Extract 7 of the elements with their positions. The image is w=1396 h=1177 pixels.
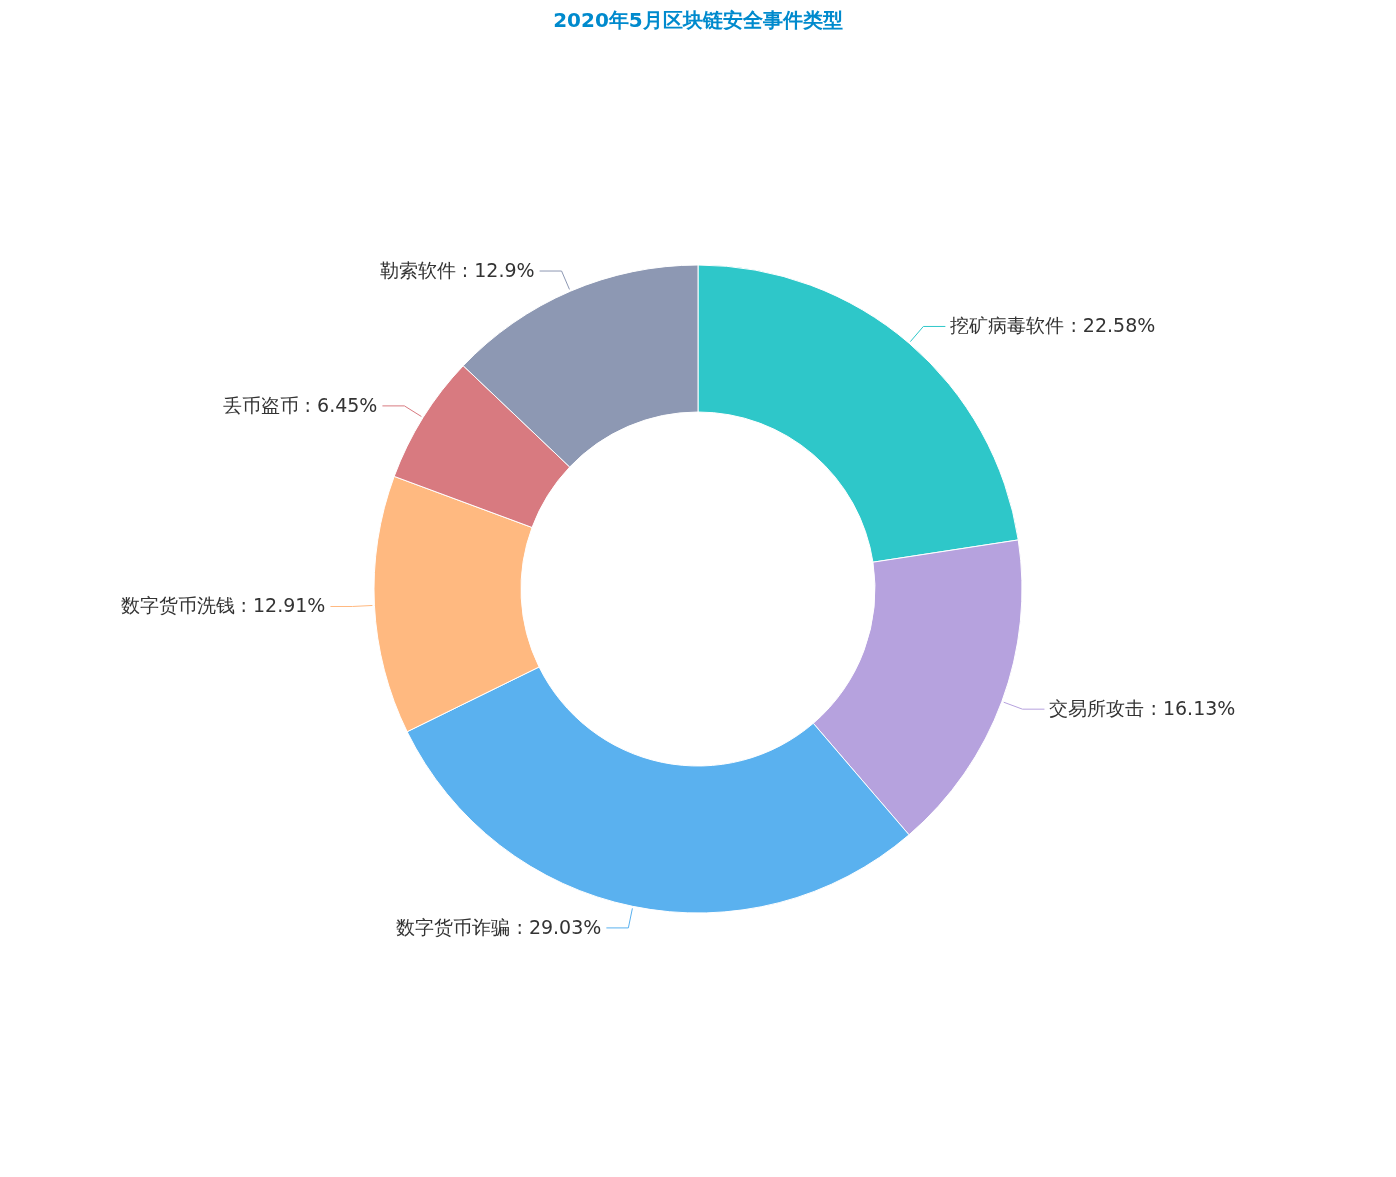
slice-label: 丢币盗币 : 6.45%: [222, 393, 378, 416]
slice-label: 挖矿病毒软件 : 22.58%: [950, 314, 1156, 337]
slice-label: 数字货币洗钱 : 12.91%: [120, 594, 326, 617]
slice-label: 数字货币诈骗 : 29.03%: [396, 915, 602, 938]
chart-title: 2020年5月区块链安全事件类型: [553, 8, 843, 32]
slice-label: 勒索软件 : 12.9%: [379, 259, 535, 282]
slice-label: 交易所攻击 : 16.13%: [1049, 697, 1236, 720]
